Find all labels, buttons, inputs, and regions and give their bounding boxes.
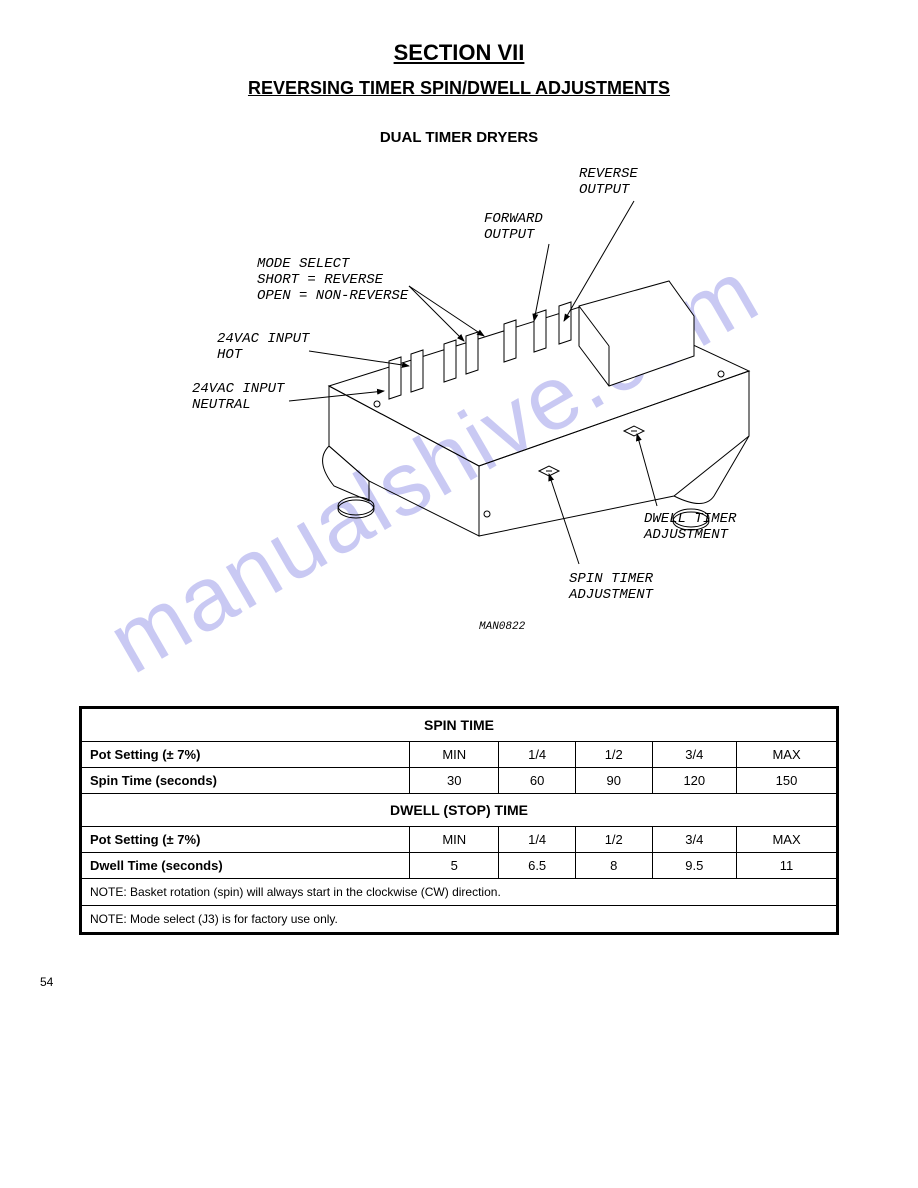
spin-pot-v1: 1/4 bbox=[499, 742, 576, 768]
spin-pot-v3: 3/4 bbox=[652, 742, 737, 768]
spin-time-v1: 60 bbox=[499, 768, 576, 794]
page-subtitle: REVERSING TIMER SPIN/DWELL ADJUSTMENTS bbox=[40, 78, 878, 99]
table-note-2: NOTE: Mode select (J3) is for factory us… bbox=[81, 906, 838, 934]
page-number: 54 bbox=[40, 975, 878, 989]
label-reverse-output: REVERSE OUTPUT bbox=[579, 166, 638, 198]
spin-pot-v4: MAX bbox=[737, 742, 838, 768]
diagram-svg bbox=[109, 166, 809, 686]
dwell-time-v2: 8 bbox=[575, 853, 652, 879]
spin-header: SPIN TIME bbox=[81, 708, 838, 742]
label-forward-output: FORWARD OUTPUT bbox=[484, 211, 543, 243]
dwell-pot-v3: 3/4 bbox=[652, 827, 737, 853]
label-24vac-hot: 24VAC INPUT HOT bbox=[217, 331, 309, 363]
dwell-pot-label: Pot Setting (± 7%) bbox=[81, 827, 410, 853]
dwell-time-v0: 5 bbox=[410, 853, 499, 879]
label-24vac-neutral: 24VAC INPUT NEUTRAL bbox=[192, 381, 284, 413]
label-dwell-timer: DWELL TIMER ADJUSTMENT bbox=[644, 511, 736, 543]
spin-time-v3: 120 bbox=[652, 768, 737, 794]
spin-dwell-table: SPIN TIME Pot Setting (± 7%) MIN 1/4 1/2… bbox=[79, 706, 839, 935]
dwell-pot-v2: 1/2 bbox=[575, 827, 652, 853]
dwell-time-v4: 11 bbox=[737, 853, 838, 879]
dwell-time-v1: 6.5 bbox=[499, 853, 576, 879]
dwell-time-label: Dwell Time (seconds) bbox=[81, 853, 410, 879]
spin-pot-row: Pot Setting (± 7%) MIN 1/4 1/2 3/4 MAX bbox=[81, 742, 838, 768]
diagram-container: manualshive.com REVERSE OUTPUT FORWARD O… bbox=[109, 166, 809, 686]
label-figure-id: MAN0822 bbox=[479, 621, 525, 634]
spin-pot-v0: MIN bbox=[410, 742, 499, 768]
dwell-time-row: Dwell Time (seconds) 5 6.5 8 9.5 11 bbox=[81, 853, 838, 879]
dwell-header: DWELL (STOP) TIME bbox=[81, 794, 838, 827]
section-title: DUAL TIMER DRYERS bbox=[40, 129, 878, 146]
page-title: SECTION VII bbox=[40, 40, 878, 66]
label-mode-select: MODE SELECT SHORT = REVERSE OPEN = NON-R… bbox=[257, 256, 408, 304]
dwell-pot-row: Pot Setting (± 7%) MIN 1/4 1/2 3/4 MAX bbox=[81, 827, 838, 853]
spin-time-label: Spin Time (seconds) bbox=[81, 768, 410, 794]
spin-pot-v2: 1/2 bbox=[575, 742, 652, 768]
spin-time-row: Spin Time (seconds) 30 60 90 120 150 bbox=[81, 768, 838, 794]
dwell-pot-v1: 1/4 bbox=[499, 827, 576, 853]
spin-time-v4: 150 bbox=[737, 768, 838, 794]
spin-time-v0: 30 bbox=[410, 768, 499, 794]
dwell-time-v3: 9.5 bbox=[652, 853, 737, 879]
table-note-1: NOTE: Basket rotation (spin) will always… bbox=[81, 879, 838, 906]
dwell-pot-v0: MIN bbox=[410, 827, 499, 853]
spin-time-v2: 90 bbox=[575, 768, 652, 794]
label-spin-timer: SPIN TIMER ADJUSTMENT bbox=[569, 571, 653, 603]
dwell-pot-v4: MAX bbox=[737, 827, 838, 853]
spin-pot-label: Pot Setting (± 7%) bbox=[81, 742, 410, 768]
